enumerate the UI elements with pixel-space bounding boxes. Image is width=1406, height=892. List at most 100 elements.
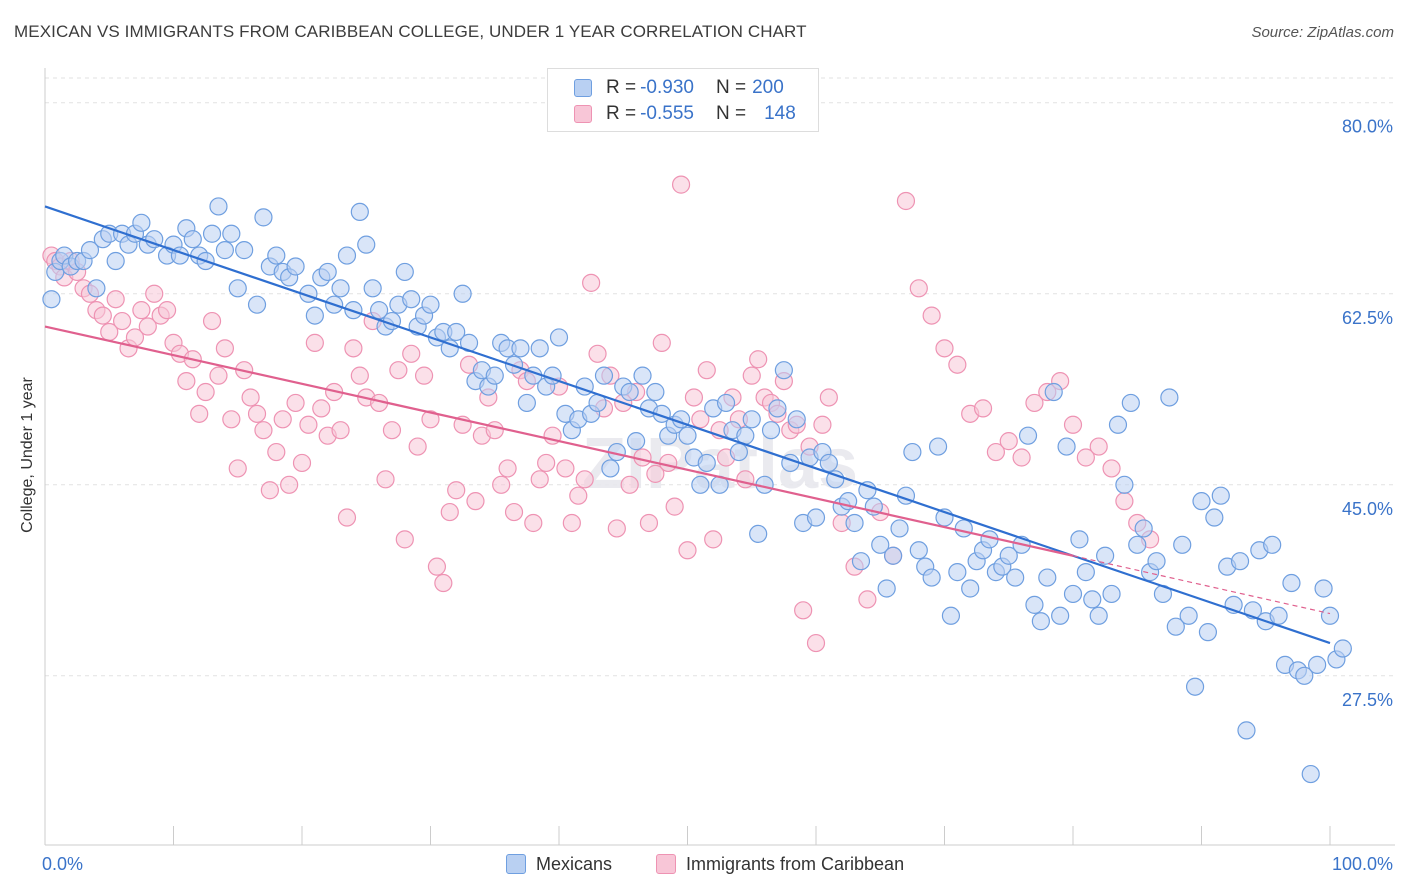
data-point bbox=[80, 241, 100, 260]
data-point bbox=[1083, 590, 1102, 609]
data-point bbox=[652, 333, 671, 352]
data-point bbox=[1038, 568, 1057, 587]
data-point bbox=[228, 459, 247, 478]
data-point bbox=[421, 295, 440, 314]
data-point bbox=[331, 279, 350, 298]
data-point bbox=[145, 284, 164, 303]
axes bbox=[44, 68, 1395, 846]
data-point bbox=[941, 606, 961, 625]
data-point bbox=[190, 404, 209, 423]
data-point bbox=[1269, 606, 1288, 625]
bottom-legend-swatch-caribbean bbox=[656, 854, 676, 874]
data-point bbox=[453, 284, 472, 303]
y-tick-label: 62.5% bbox=[1342, 308, 1393, 328]
data-point bbox=[447, 481, 466, 500]
data-point bbox=[646, 382, 665, 402]
data-point bbox=[858, 590, 877, 609]
data-point bbox=[909, 541, 928, 560]
data-point bbox=[749, 524, 768, 544]
legend-r-label: R = bbox=[606, 77, 637, 98]
y-tick-label: 45.0% bbox=[1342, 499, 1393, 519]
data-point bbox=[215, 339, 234, 358]
x-tick-label: 100.0% bbox=[1332, 854, 1393, 874]
data-point bbox=[1282, 573, 1301, 593]
data-point bbox=[414, 366, 434, 385]
data-point bbox=[813, 415, 832, 434]
data-point bbox=[877, 579, 896, 598]
data-point bbox=[716, 393, 736, 413]
data-point bbox=[440, 502, 459, 522]
data-point bbox=[845, 513, 864, 533]
data-point bbox=[819, 388, 838, 407]
data-point bbox=[132, 301, 151, 320]
data-point bbox=[524, 513, 543, 533]
data-point bbox=[196, 382, 215, 402]
data-point bbox=[1076, 448, 1095, 467]
data-point bbox=[806, 508, 826, 527]
x-tick-label: 0.0% bbox=[42, 854, 83, 874]
data-point bbox=[858, 481, 877, 500]
series-mexicans-points bbox=[42, 197, 1352, 784]
data-point bbox=[697, 453, 716, 473]
data-point bbox=[1211, 486, 1230, 505]
data-point bbox=[896, 191, 916, 211]
data-point bbox=[883, 546, 903, 565]
bottom-legend-label-mexicans: Mexicans bbox=[536, 853, 613, 874]
y-tick-label: 80.0% bbox=[1342, 117, 1393, 137]
data-point bbox=[1057, 437, 1076, 456]
data-point bbox=[575, 470, 594, 489]
data-point bbox=[601, 459, 620, 478]
data-point bbox=[999, 546, 1018, 565]
data-point bbox=[1051, 606, 1070, 625]
legend-row-mexicans: R = -0.930 N = 200 bbox=[574, 76, 784, 100]
data-point bbox=[145, 230, 164, 249]
legend-r-value-mexicans: -0.930 bbox=[640, 77, 694, 98]
data-point bbox=[247, 404, 267, 423]
data-point bbox=[504, 502, 524, 522]
trend-lines bbox=[44, 205, 1331, 645]
data-point bbox=[1089, 437, 1108, 456]
data-point bbox=[742, 410, 761, 429]
data-point bbox=[350, 202, 369, 222]
legend-r-value-caribbean: -0.555 bbox=[640, 103, 694, 124]
data-point bbox=[1333, 639, 1352, 658]
data-point bbox=[1076, 563, 1095, 582]
data-point bbox=[357, 235, 376, 254]
data-point bbox=[337, 508, 357, 527]
data-point bbox=[447, 322, 466, 342]
data-point bbox=[241, 388, 260, 407]
legend-n-value-caribbean: 148 bbox=[764, 103, 796, 124]
data-point bbox=[177, 371, 196, 391]
bottom-legend-label-caribbean: Immigrants from Caribbean bbox=[686, 853, 905, 874]
data-point bbox=[344, 339, 363, 358]
data-point bbox=[370, 301, 389, 320]
data-point bbox=[511, 339, 530, 358]
data-point bbox=[922, 306, 941, 325]
data-point bbox=[1230, 552, 1250, 571]
data-point bbox=[286, 257, 305, 276]
data-point bbox=[787, 410, 806, 429]
data-point bbox=[736, 470, 755, 489]
data-point bbox=[549, 328, 569, 347]
data-point bbox=[986, 442, 1006, 462]
data-point bbox=[678, 426, 697, 445]
data-point bbox=[485, 421, 504, 440]
data-point bbox=[1263, 535, 1282, 554]
data-point bbox=[1166, 617, 1185, 636]
legend-n-value-mexicans: 200 bbox=[752, 77, 784, 98]
data-point bbox=[138, 317, 157, 336]
data-point bbox=[1044, 382, 1063, 402]
data-point bbox=[1301, 764, 1320, 784]
data-point bbox=[826, 470, 845, 489]
data-point bbox=[202, 311, 222, 331]
data-point bbox=[537, 453, 556, 473]
legend-swatch-mexicans bbox=[574, 79, 592, 97]
data-point bbox=[569, 486, 588, 505]
data-point bbox=[106, 290, 125, 309]
data-point bbox=[1018, 426, 1038, 445]
data-point bbox=[671, 175, 691, 194]
legend-swatch-caribbean bbox=[574, 105, 592, 123]
data-point bbox=[235, 241, 254, 260]
data-point bbox=[1025, 595, 1044, 614]
